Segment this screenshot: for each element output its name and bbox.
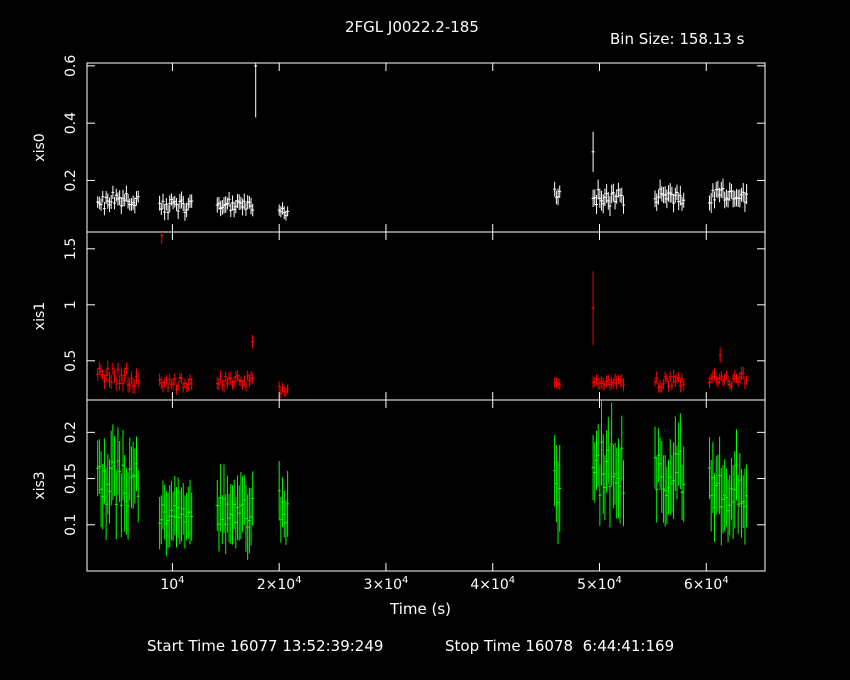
- x-tick-label: 5×104: [577, 575, 622, 593]
- chart-title: 2FGL J0022.2-185: [345, 18, 479, 36]
- xis0-axis-label: xis0: [32, 133, 48, 161]
- x-axis-label: Time (s): [390, 600, 451, 618]
- xis1-axis-label: xis1: [32, 302, 48, 330]
- xis3-axis-label: xis3: [32, 471, 48, 499]
- x-tick-label: 6×104: [684, 575, 729, 593]
- x-tick-label: 2×104: [257, 575, 302, 593]
- xis0-ytick-label: 0.2: [63, 169, 79, 191]
- xis3-ytick-label: 0.15: [63, 463, 79, 494]
- bin-size-label: Bin Size: 158.13 s: [610, 30, 745, 48]
- xis3-ytick-label: 0.1: [63, 514, 79, 536]
- xis1-frame: [86, 231, 766, 401]
- stop-time-label: Stop Time 16078 6:44:41:169: [445, 637, 675, 655]
- xis3-frame: [86, 399, 766, 572]
- xis1-ytick-label: 1.5: [63, 238, 79, 260]
- start-time-label: Start Time 16077 13:52:39:249: [147, 637, 384, 655]
- xis0-ytick-label: 0.4: [63, 112, 79, 134]
- xis1-ytick-label: 1: [63, 300, 79, 309]
- xis0-ytick-label: 0.6: [63, 55, 79, 77]
- xis3-ytick-label: 0.2: [63, 421, 79, 443]
- xis1-ytick-label: 0.5: [63, 350, 79, 372]
- x-tick-label: 3×104: [364, 575, 409, 593]
- x-tick-label: 104: [160, 575, 184, 593]
- x-tick-label: 4×104: [470, 575, 515, 593]
